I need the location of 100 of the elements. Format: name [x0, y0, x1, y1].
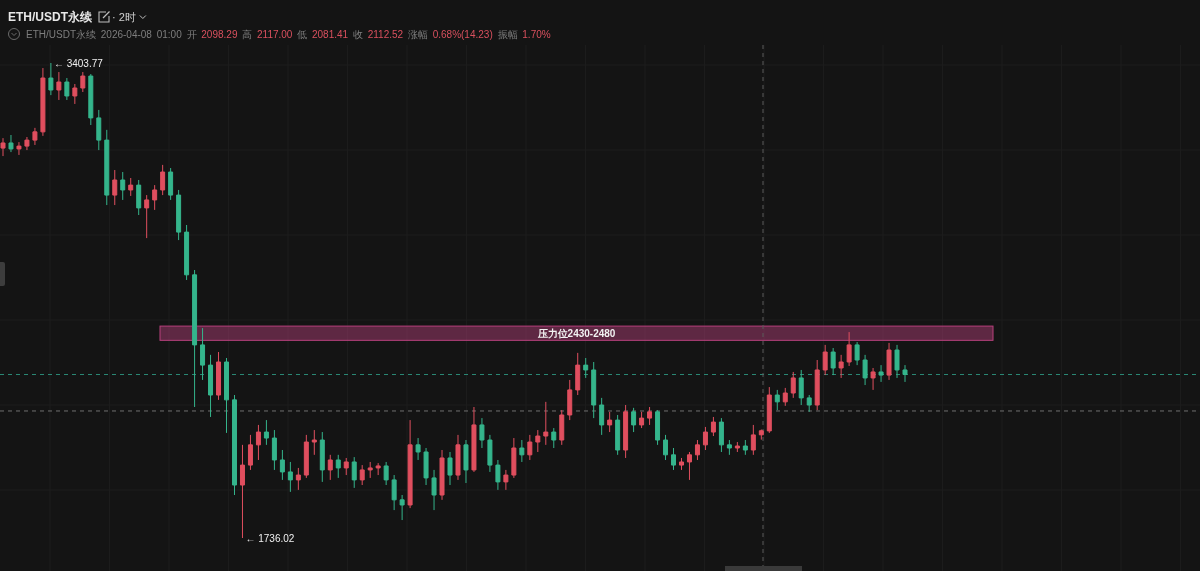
candlestick: [439, 449, 445, 501]
candlestick: [671, 447, 677, 471]
candlestick: [319, 431, 325, 483]
candlestick: [814, 359, 820, 411]
candlestick: [343, 457, 349, 476]
candlestick: [655, 409, 661, 446]
candlestick: [184, 224, 190, 281]
candlestick: [758, 428, 764, 441]
candlestick: [192, 269, 198, 408]
candlestick: [239, 444, 245, 539]
candlestick: [726, 439, 732, 456]
candlestick: [710, 416, 716, 437]
candlestick: [375, 462, 381, 476]
candlestick: [160, 164, 166, 196]
candlestick: [774, 389, 780, 411]
candlestick: [639, 411, 645, 429]
candlestick: [16, 141, 22, 156]
candlestick: [136, 179, 142, 216]
candlestick: [766, 386, 772, 434]
annotation: ← 3403.77: [53, 57, 104, 69]
candlestick: [56, 71, 62, 101]
candlestick: [479, 417, 485, 449]
candlestick: [271, 429, 277, 471]
candlestick: [367, 461, 373, 479]
candlestick: [663, 434, 669, 461]
candlestick: [415, 437, 421, 461]
candlestick: [543, 401, 549, 446]
candlestick: [391, 474, 397, 511]
candlestick: [8, 134, 14, 153]
candlestick: [407, 419, 413, 509]
candlestick: [742, 439, 748, 456]
candlestick: [862, 354, 868, 386]
candlestick: [463, 439, 469, 484]
candlestick: [535, 429, 541, 453]
candlestick: [383, 461, 389, 486]
candlestick: [870, 367, 876, 391]
candlestick: [208, 354, 214, 418]
candlestick: [750, 424, 756, 456]
candlestick: [295, 467, 301, 491]
candlestick: [623, 404, 629, 459]
candlestick: [335, 454, 341, 479]
candlestick: [567, 379, 573, 421]
candlestick: [431, 469, 437, 511]
candlestick: [686, 451, 692, 481]
candlestick: [303, 434, 309, 479]
candlestick: [32, 127, 38, 146]
candlestick: [231, 394, 237, 496]
candlestick: [263, 419, 269, 446]
candlestick: [487, 434, 493, 473]
candlestick: [591, 361, 597, 419]
candlestick: [599, 397, 605, 436]
candlestick: [104, 129, 110, 206]
candlestick: [583, 357, 589, 379]
candlestick: [80, 71, 86, 93]
text: · 2时: [112, 11, 136, 23]
candlestick: [846, 331, 852, 367]
candlestick: [351, 456, 357, 489]
candlestick: [40, 67, 46, 137]
candlestick: [471, 406, 477, 473]
candlestick: [423, 447, 429, 486]
candlestick: [838, 354, 844, 379]
candlestick: [798, 369, 804, 406]
candlestick: [790, 371, 796, 399]
candlestick: [734, 441, 740, 453]
annotation: ← 1736.02: [245, 532, 295, 544]
candlestick: [694, 439, 700, 461]
candlestick: [112, 169, 118, 206]
candlestick: [152, 184, 158, 211]
candlestick: [96, 109, 102, 151]
candlestick: [718, 417, 724, 453]
candlestick: [168, 167, 174, 201]
candlestick: [822, 344, 828, 376]
candlestick: [782, 387, 788, 407]
candlestick: [511, 437, 517, 479]
candlestick: [519, 439, 525, 463]
candlestick: [806, 394, 812, 413]
candlestick: [886, 342, 892, 381]
candlestick: [894, 344, 900, 379]
candlestick: [527, 434, 533, 461]
candlestick: [559, 409, 565, 446]
candlestick: [702, 426, 708, 451]
candlestick: [24, 136, 30, 151]
candlestick: [128, 177, 134, 197]
candlestick: [359, 464, 365, 486]
candlestick: [48, 62, 54, 96]
candlestick: [88, 73, 94, 126]
candlestick: [200, 327, 206, 381]
candlestick: [854, 341, 860, 366]
candlestick: [607, 411, 613, 433]
text: ETH/USDT永续 2026-04-08 01:00 开 2098.29 高 2117.00 低 2081.41 收 2112.52 涨幅 0.68%(14.23) 振幅 1.70%: [26, 29, 551, 40]
candlestick: [455, 434, 461, 481]
band-label: 压力位2430-2480: [536, 327, 616, 339]
candlestick: [0, 137, 6, 157]
candlestick: [224, 357, 229, 434]
candlestick: [551, 427, 557, 449]
candlestick: [647, 406, 653, 426]
candlestick: [575, 352, 581, 396]
candlestick: [615, 414, 621, 456]
candlestick: [327, 454, 333, 481]
candlestick: [120, 171, 126, 201]
